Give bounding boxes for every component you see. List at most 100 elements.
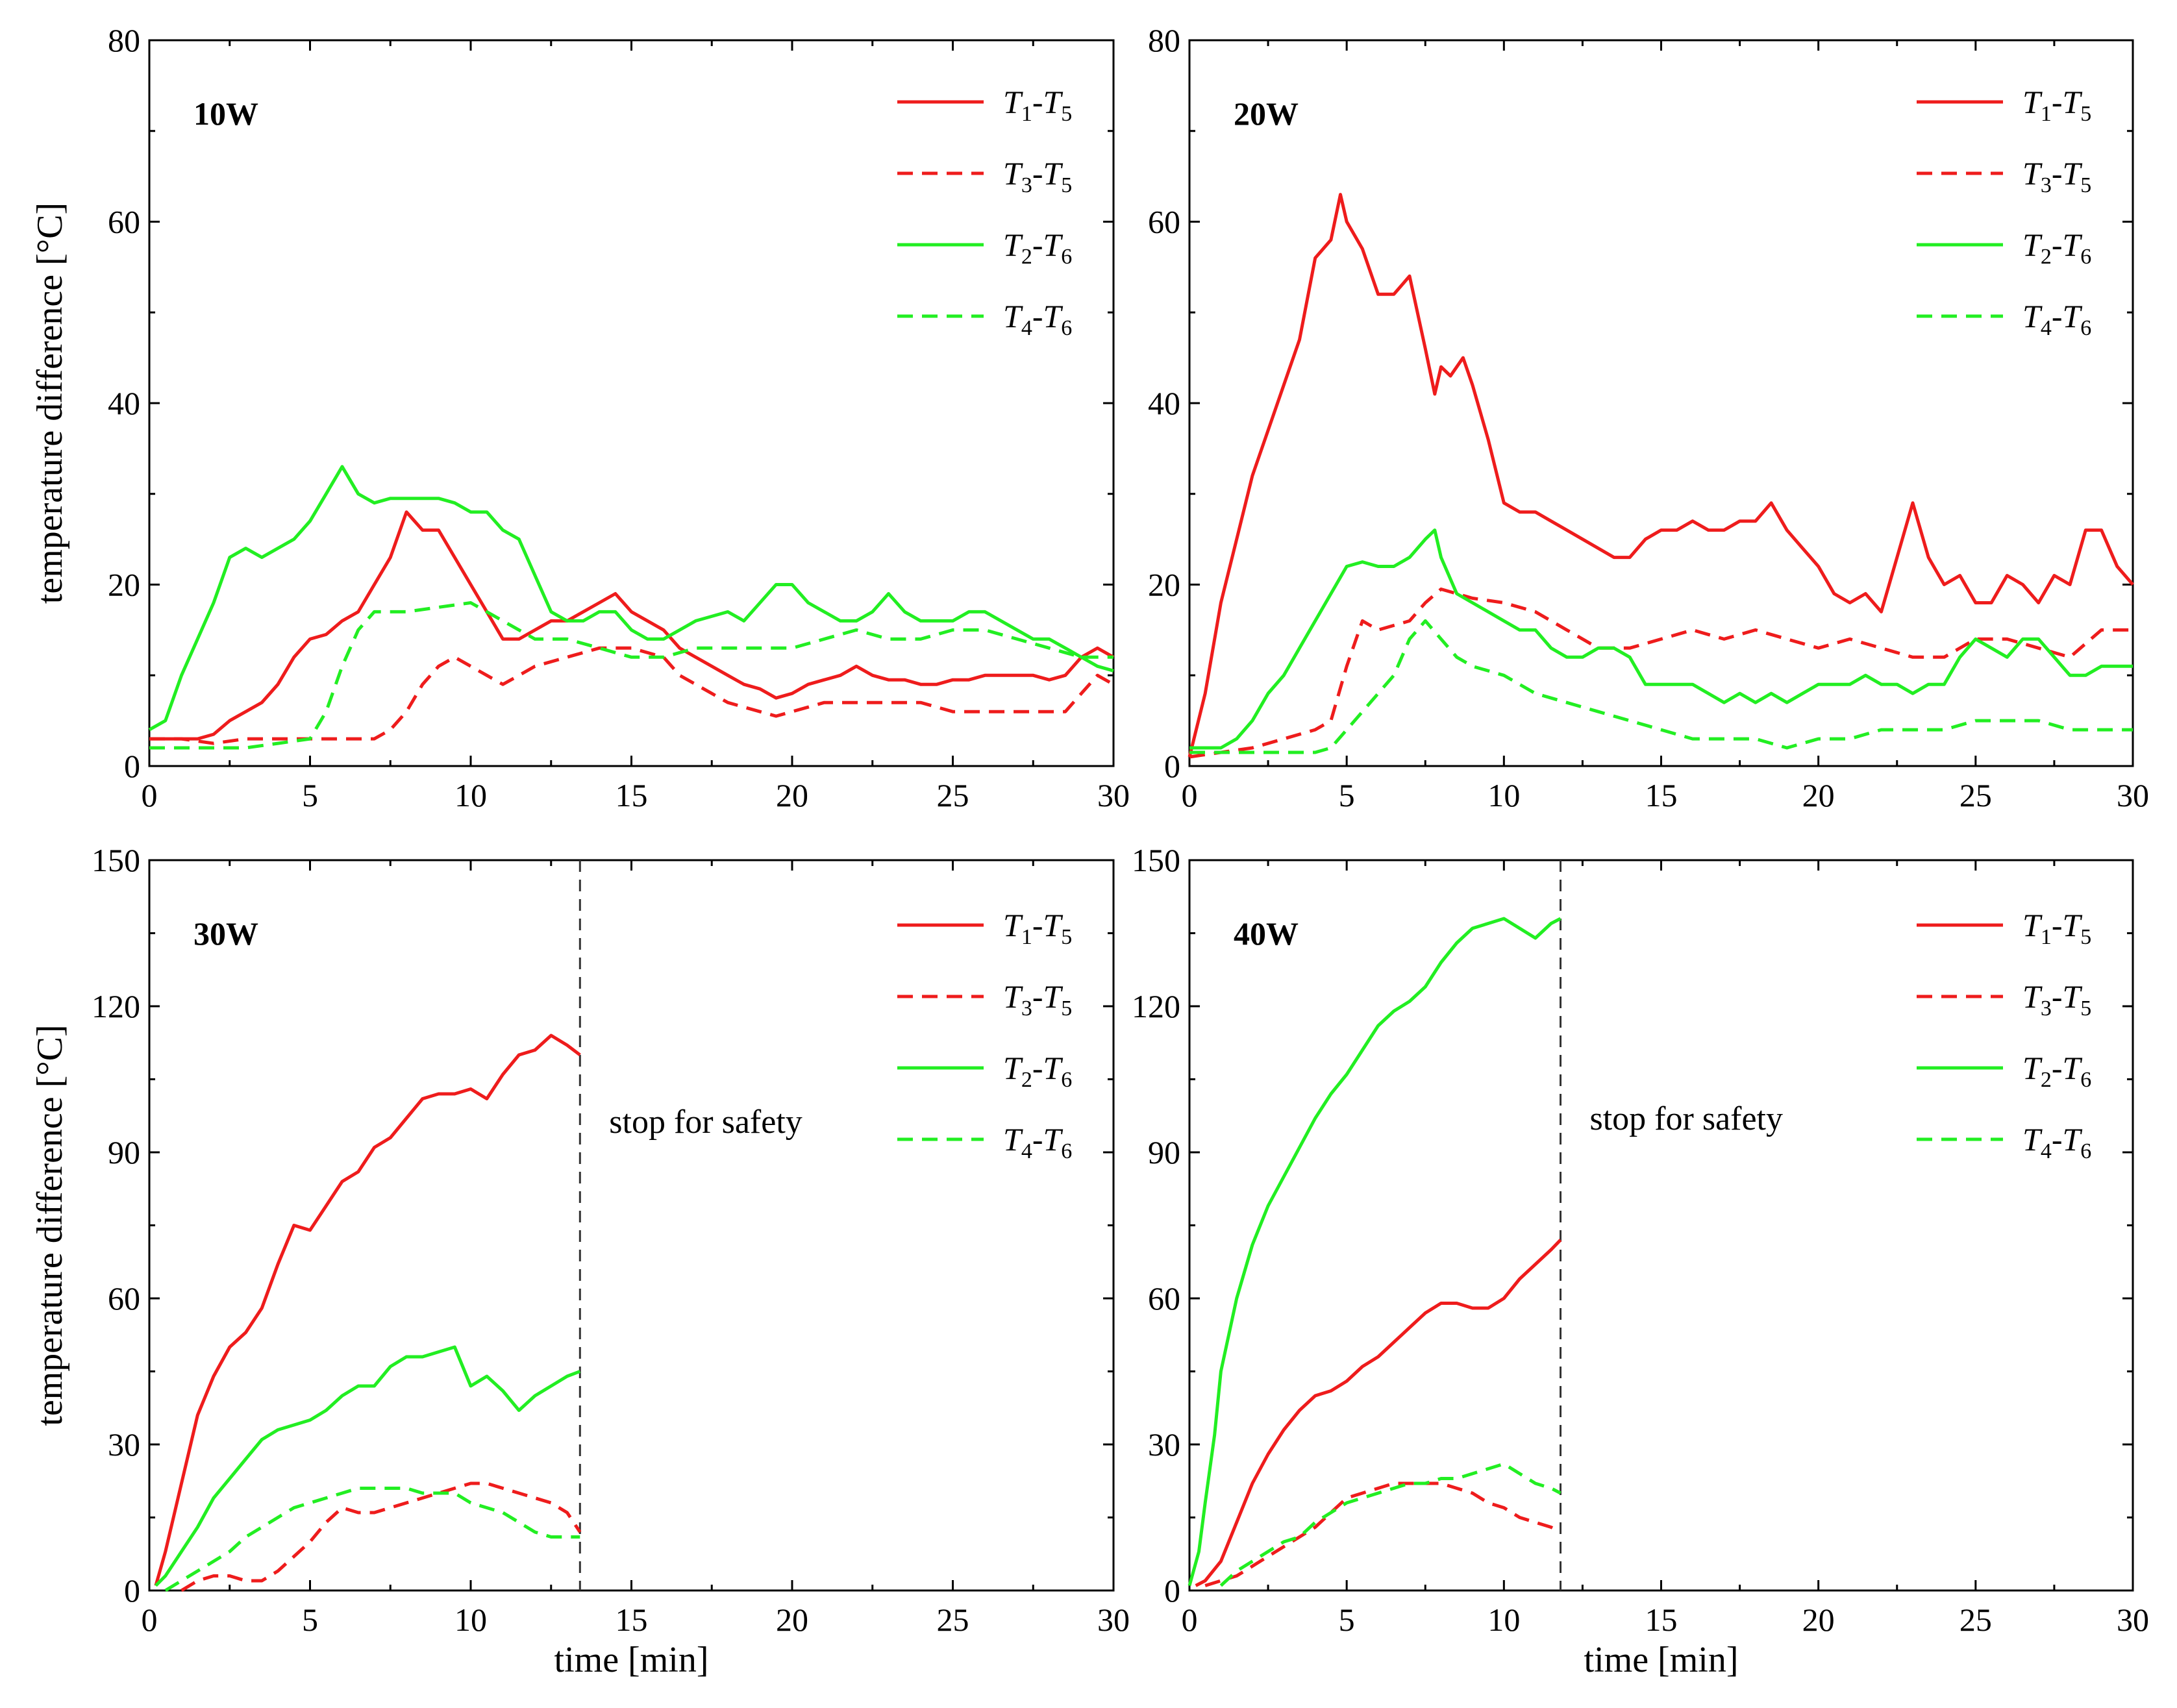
y-tick-label: 40 xyxy=(1148,385,1180,421)
legend-label-t2-t6: T2-T6 xyxy=(1003,1050,1072,1092)
x-axis-label: time [min] xyxy=(554,1640,709,1680)
y-axis-label: temperature difference [°C] xyxy=(30,203,70,604)
x-tick-label: 25 xyxy=(937,777,969,813)
legend-label-t4-t6: T4-T6 xyxy=(2022,1121,2091,1163)
legend-label-t3-t5: T3-T5 xyxy=(2022,155,2091,197)
x-tick-label: 10 xyxy=(454,1602,487,1638)
y-tick-label: 80 xyxy=(1148,22,1180,58)
panel-title: 40W xyxy=(1234,915,1299,952)
x-tick-label: 15 xyxy=(616,777,648,813)
legend-label-t3-t5: T3-T5 xyxy=(1003,155,1072,197)
series-line-t1-t5 xyxy=(1195,1239,1562,1587)
x-tick-label: 15 xyxy=(616,1602,648,1638)
x-tick-label: 20 xyxy=(776,1602,808,1638)
y-tick-label: 90 xyxy=(1148,1134,1180,1170)
x-tick-label: 15 xyxy=(1645,1602,1678,1638)
legend-label-t2-t6: T2-T6 xyxy=(2022,227,2091,269)
y-tick-label: 40 xyxy=(108,385,140,421)
x-tick-label: 0 xyxy=(142,1602,158,1638)
stop-annotation: stop for safety xyxy=(609,1104,802,1141)
x-tick-label: 25 xyxy=(1959,777,1992,813)
x-tick-label: 20 xyxy=(776,777,808,813)
legend-label-t2-t6: T2-T6 xyxy=(1003,227,1072,269)
series-line-t2-t6 xyxy=(1188,917,1561,1587)
x-tick-label: 10 xyxy=(1487,777,1520,813)
series-line-t1-t5 xyxy=(1188,193,2134,758)
panel-title: 20W xyxy=(1234,95,1299,132)
series-group xyxy=(1188,917,1562,1587)
series-group xyxy=(1188,193,2134,759)
y-axis-label: temperature difference [°C] xyxy=(30,1024,70,1426)
x-tick-label: 25 xyxy=(1959,1602,1992,1638)
x-tick-label: 15 xyxy=(1645,777,1678,813)
x-tick-label: 30 xyxy=(2117,777,2149,813)
y-tick-label: 0 xyxy=(1164,748,1180,784)
y-tick-label: 20 xyxy=(1148,567,1180,603)
x-tick-label: 5 xyxy=(1339,777,1355,813)
y-tick-label: 80 xyxy=(108,22,140,58)
x-tick-label: 0 xyxy=(1182,1602,1198,1638)
y-tick-label: 60 xyxy=(108,204,140,240)
y-tick-label: 0 xyxy=(1164,1572,1180,1609)
y-tick-label: 60 xyxy=(1148,204,1180,240)
series-line-t2-t6 xyxy=(155,1345,581,1587)
x-tick-label: 25 xyxy=(937,1602,969,1638)
series-line-t3-t5 xyxy=(1189,588,2133,759)
y-tick-label: 30 xyxy=(1148,1426,1180,1463)
x-tick-label: 20 xyxy=(1802,777,1835,813)
series-line-t2-t6 xyxy=(1189,528,2133,750)
x-tick-label: 10 xyxy=(1487,1602,1520,1638)
y-tick-label: 150 xyxy=(1132,842,1180,878)
legend-label-t2-t6: T2-T6 xyxy=(2022,1050,2091,1092)
series-line-t4-t6 xyxy=(164,1487,580,1592)
legend-label-t1-t5: T1-T5 xyxy=(2022,84,2091,126)
x-tick-label: 30 xyxy=(1097,777,1130,813)
y-tick-label: 0 xyxy=(124,1572,140,1609)
y-tick-label: 20 xyxy=(108,567,140,603)
plot-frame xyxy=(1188,859,2134,1592)
y-tick-label: 90 xyxy=(108,1134,140,1170)
series-line-t2-t6 xyxy=(148,465,1114,732)
legend-label-t1-t5: T1-T5 xyxy=(2022,907,2091,949)
panel-title: 30W xyxy=(193,915,258,952)
y-tick-label: 0 xyxy=(124,748,140,784)
stop-annotation: stop for safety xyxy=(1590,1100,1783,1137)
x-tick-label: 5 xyxy=(302,1602,318,1638)
panel-10w: 0 5 10 15 20 25 30 0 20 40 60 80 temperature differe… xyxy=(30,22,1130,813)
series-group xyxy=(148,465,1115,750)
x-tick-label: 0 xyxy=(142,777,158,813)
series-line-t4-t6 xyxy=(1219,1462,1561,1587)
panel-30w: 0 5 10 15 20 25 30 0 30 60 90 120 150 temperature dif… xyxy=(30,842,1130,1680)
series-line-t4-t6 xyxy=(1189,619,2133,754)
y-tick-label: 120 xyxy=(92,988,140,1024)
panel-20w: 0 5 10 15 20 25 30 0 20 40 60 80 20W T1-T5 T3-T5 T2-T6 T… xyxy=(1148,22,2149,813)
panel-40w: 0 5 10 15 20 25 30 0 30 60 90 120 150 time [min] 40W st… xyxy=(1132,842,2149,1680)
y-tick-label: 60 xyxy=(1148,1280,1180,1317)
series-line-t3-t5 xyxy=(180,1481,582,1592)
x-tick-label: 30 xyxy=(2117,1602,2149,1638)
series-line-t3-t5 xyxy=(149,646,1115,745)
series-line-t3-t5 xyxy=(1204,1481,1561,1587)
plot-frame xyxy=(1188,39,2134,767)
x-axis-label: time [min] xyxy=(1584,1640,1739,1680)
legend-label-t3-t5: T3-T5 xyxy=(1003,978,1072,1021)
series-line-t1-t5 xyxy=(149,510,1115,741)
x-tick-label: 30 xyxy=(1097,1602,1130,1638)
legend-label-t1-t5: T1-T5 xyxy=(1003,84,1072,126)
y-tick-label: 30 xyxy=(108,1426,140,1463)
legend-label-t3-t5: T3-T5 xyxy=(2022,978,2091,1021)
panel-title: 10W xyxy=(193,95,258,132)
y-tick-label: 60 xyxy=(108,1280,140,1317)
y-tick-label: 150 xyxy=(92,842,140,878)
legend-label-t4-t6: T4-T6 xyxy=(2022,298,2091,340)
x-tick-label: 5 xyxy=(1339,1602,1355,1638)
legend-label-t4-t6: T4-T6 xyxy=(1003,1121,1072,1163)
series-line-t4-t6 xyxy=(149,601,1113,750)
x-tick-label: 5 xyxy=(302,777,318,813)
y-tick-label: 120 xyxy=(1132,988,1180,1024)
x-tick-label: 0 xyxy=(1182,777,1198,813)
series-group xyxy=(154,1033,582,1592)
x-tick-label: 10 xyxy=(454,777,487,813)
